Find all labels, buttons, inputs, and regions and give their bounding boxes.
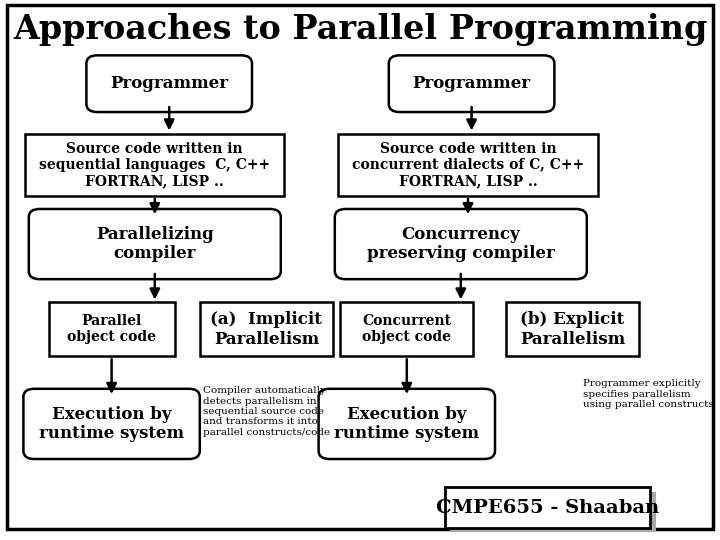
FancyBboxPatch shape [335, 209, 587, 279]
FancyBboxPatch shape [86, 56, 252, 112]
Text: Programmer: Programmer [413, 75, 531, 92]
FancyBboxPatch shape [199, 302, 333, 356]
Text: Source code written in
sequential languages  C, C++
FORTRAN, LISP ..: Source code written in sequential langua… [39, 141, 271, 188]
FancyBboxPatch shape [318, 389, 495, 459]
FancyBboxPatch shape [445, 487, 650, 528]
FancyBboxPatch shape [23, 389, 199, 459]
Text: Execution by
runtime system: Execution by runtime system [39, 406, 184, 442]
FancyBboxPatch shape [505, 302, 639, 356]
Text: Programmer: Programmer [110, 75, 228, 92]
Text: (b) Explicit
Parallelism: (b) Explicit Parallelism [520, 311, 625, 348]
FancyBboxPatch shape [7, 5, 713, 529]
Text: Source code written in
concurrent dialects of C, C++
FORTRAN, LISP ..: Source code written in concurrent dialec… [352, 141, 584, 188]
FancyBboxPatch shape [340, 302, 474, 356]
FancyBboxPatch shape [338, 134, 598, 195]
Text: (a)  Implicit
Parallelism: (a) Implicit Parallelism [210, 311, 323, 348]
FancyBboxPatch shape [25, 134, 284, 195]
Text: Compiler automatically
detects parallelism in
sequential source code
and transfo: Compiler automatically detects paralleli… [203, 386, 330, 437]
Text: Concurrent
object code: Concurrent object code [362, 314, 451, 345]
Text: Parallelizing
compiler: Parallelizing compiler [96, 226, 214, 262]
Text: CMPE655 - Shaaban: CMPE655 - Shaaban [436, 498, 659, 517]
FancyBboxPatch shape [389, 56, 554, 112]
FancyBboxPatch shape [451, 491, 656, 532]
Text: Execution by
runtime system: Execution by runtime system [334, 406, 480, 442]
Text: Programmer explicitly
specifies parallelism
using parallel constructs: Programmer explicitly specifies parallel… [583, 379, 714, 409]
FancyBboxPatch shape [29, 209, 281, 279]
Text: Approaches to Parallel Programming: Approaches to Parallel Programming [13, 13, 707, 46]
Text: Concurrency
preserving compiler: Concurrency preserving compiler [367, 226, 554, 262]
Text: Parallel
object code: Parallel object code [67, 314, 156, 345]
FancyBboxPatch shape [49, 302, 174, 356]
